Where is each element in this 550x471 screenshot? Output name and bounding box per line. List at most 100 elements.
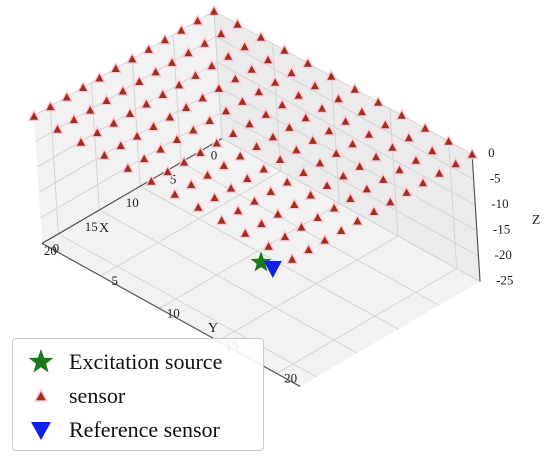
sensor-marker (274, 153, 286, 165)
gridline-x-wall (90, 82, 100, 211)
sensor-marker (281, 175, 294, 187)
sensor-marker (363, 128, 375, 140)
sensor-marker (163, 110, 176, 122)
gridline-x-floor (58, 233, 317, 378)
sensor-marker (194, 146, 207, 158)
sensor-marker (288, 198, 301, 210)
sensor-marker (339, 115, 352, 127)
sensor-marker (107, 116, 120, 129)
sensor-marker (243, 117, 256, 129)
sensor-marker (205, 59, 218, 71)
sensor-marker (353, 160, 366, 172)
star-marker-icon (13, 345, 69, 379)
gridline-y-floor (276, 268, 457, 374)
x-tick-label: 10 (126, 195, 139, 210)
gridline-y-floor (100, 170, 281, 277)
gridline-y-floor (159, 203, 340, 309)
triangle-down-marker-icon (13, 413, 69, 447)
gridline-x-floor (180, 161, 440, 306)
sensor-marker (178, 155, 191, 168)
sensor-marker (131, 129, 144, 142)
sensor-marker (154, 142, 167, 155)
sensor-marker (292, 89, 305, 101)
gridline-x-floor (139, 185, 399, 330)
reference-sensor-marker (263, 261, 282, 278)
gridline-z-back (221, 138, 481, 282)
sensor-marker (220, 104, 232, 116)
gridline-y-wall (213, 10, 223, 139)
sensor-marker (295, 220, 308, 233)
gridline-y-floor (217, 235, 399, 342)
sensor-marker (306, 134, 319, 146)
sensor-marker (93, 71, 106, 83)
sensor-marker (126, 52, 139, 64)
sensor-marker (238, 40, 251, 52)
sensor-marker (121, 161, 134, 174)
gridline-y-wall (272, 43, 282, 172)
sensor-marker (198, 37, 211, 49)
sensor-marker (156, 88, 169, 100)
sensor-marker (147, 120, 160, 132)
gridline-z-back (218, 87, 478, 231)
sensor-marker (368, 205, 380, 217)
sensor-marker (225, 181, 237, 194)
sensor-marker (239, 226, 252, 239)
sensor-marker (276, 98, 289, 110)
sensor-marker (330, 147, 343, 159)
sensor-marker (323, 124, 335, 136)
sensor-marker (314, 156, 326, 168)
z-tick-label: -15 (493, 221, 510, 236)
sensor-marker (175, 24, 188, 36)
sensor-marker (173, 78, 186, 90)
sensor-marker (138, 152, 151, 164)
sensor-marker (215, 27, 228, 39)
sensor-marker (109, 62, 122, 74)
sensor-marker (260, 108, 272, 120)
sensor-marker (248, 194, 261, 207)
sensor-marker (377, 173, 390, 185)
sensor-marker (124, 107, 136, 119)
sensor-marker (386, 141, 399, 153)
sensor-marker (222, 50, 235, 62)
legend-item-sensor: sensor (13, 379, 265, 413)
sensor-marker (410, 154, 422, 166)
sensor-marker (182, 46, 195, 58)
x-tick-label: 15 (85, 219, 98, 234)
x-axis-line (41, 137, 223, 244)
sensor-marker (192, 200, 205, 213)
sensor-marker (44, 100, 57, 112)
sensor-marker (267, 130, 279, 142)
sensor-marker (419, 122, 431, 134)
sensor-marker (67, 113, 80, 125)
sensor-marker (286, 252, 298, 265)
sensor-marker (116, 84, 129, 96)
sensor-marker (346, 137, 359, 149)
tick-labels: 0-5-10-15-20-250510152005101520 (44, 145, 514, 385)
sensor-marker (161, 165, 174, 177)
sensor-marker (168, 187, 181, 200)
sensor-marker (332, 92, 345, 104)
sensor-marker (77, 81, 90, 93)
sensor-marker (98, 148, 111, 161)
sensor-marker (360, 182, 373, 194)
y-tick-label: 5 (111, 273, 118, 288)
x-axis-label: X (99, 221, 109, 236)
x-tick-label: 0 (211, 147, 218, 162)
y-axis-label: Y (208, 321, 218, 336)
axis-labels: Z Y X (99, 213, 540, 336)
sensor-marker (250, 140, 263, 152)
sensor-marker (351, 214, 364, 226)
sensor-marker (215, 213, 228, 226)
sensor-marker (171, 133, 183, 145)
gridline-x-floor (99, 209, 358, 354)
x-tick-label: 5 (170, 171, 177, 186)
z-tick-label: -20 (495, 247, 512, 262)
sensor-marker (133, 75, 146, 87)
sensor-marker (254, 31, 267, 43)
sensor-marker (304, 188, 317, 200)
sensor-marker (402, 131, 415, 143)
gridline-z-back (220, 112, 479, 257)
sensor-marker (269, 76, 281, 88)
gridline-z-back (216, 61, 476, 206)
